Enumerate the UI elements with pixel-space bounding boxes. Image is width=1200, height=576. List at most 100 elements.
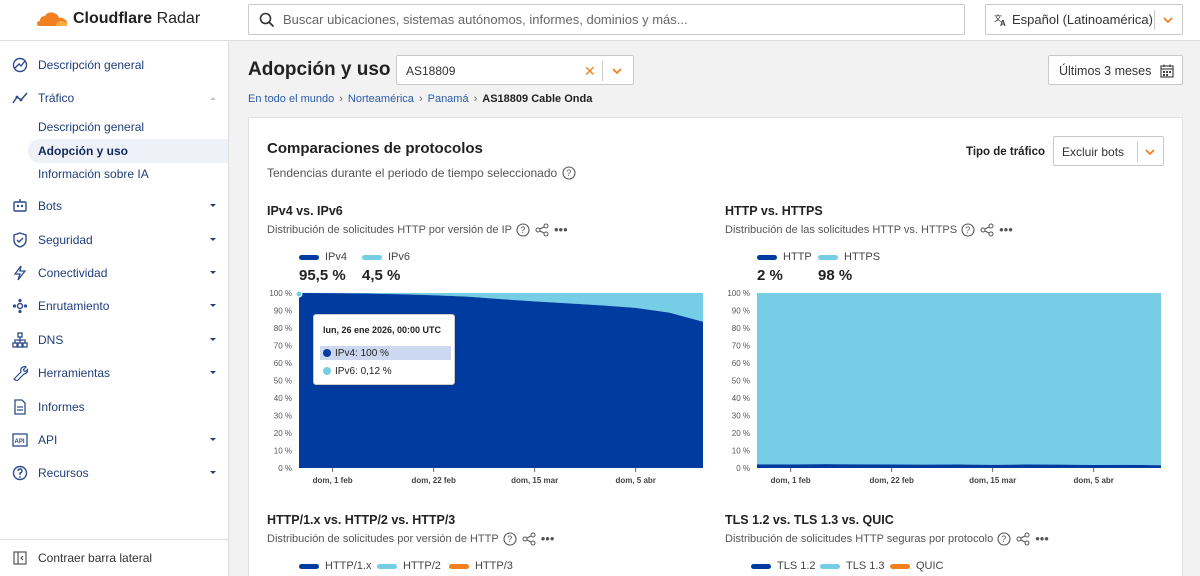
search-input[interactable]: Buscar ubicaciones, sistemas autónomos, … xyxy=(248,4,965,35)
collapse-icon xyxy=(13,551,27,565)
y-tick-label: 0 % xyxy=(736,464,750,473)
more-options-icon[interactable]: ••• xyxy=(540,531,555,546)
chevron-down-icon[interactable] xyxy=(611,65,623,77)
help-icon[interactable]: ? xyxy=(516,223,530,237)
help-icon[interactable]: ? xyxy=(961,223,975,237)
caret-up-icon xyxy=(210,97,216,100)
help-icon[interactable]: ? xyxy=(562,166,576,180)
legend-item-http2[interactable]: HTTP/2 xyxy=(377,560,441,572)
legend-label: HTTP/2 xyxy=(403,560,441,572)
sidebar-item-tools[interactable]: Herramientas xyxy=(0,360,228,386)
legend-label: TLS 1.2 xyxy=(777,560,816,572)
top-bar: Cloudflare Radar Buscar ubicaciones, sis… xyxy=(0,0,1200,41)
translate-icon: 文A xyxy=(994,13,1006,27)
legend-label: HTTPS xyxy=(844,251,881,263)
share-icon[interactable] xyxy=(980,223,994,237)
tooltip-dot xyxy=(323,367,331,375)
legend-item-ipv6[interactable]: IPv6 xyxy=(362,251,410,263)
legend-swatch xyxy=(818,254,838,260)
share-icon[interactable] xyxy=(535,223,549,237)
legend-swatch xyxy=(449,563,469,569)
chart-http-area[interactable]: 0 % 10 % 20 % 30 % 40 % 50 % 60 % 70 % 80 % 90 % 1… xyxy=(716,285,1166,495)
sidebar-item-label: Conectividad xyxy=(38,266,108,280)
cloudflare-logo[interactable]: Cloudflare Radar xyxy=(36,10,200,28)
page-title: Adopción y uso xyxy=(248,59,391,80)
y-tick-label: 90 % xyxy=(274,307,292,316)
clear-icon[interactable]: ✕ xyxy=(584,63,596,79)
more-options-icon[interactable]: ••• xyxy=(553,222,568,237)
tooltip-header: lun, 26 ene 2026, 00:00 UTC xyxy=(323,325,442,335)
sidebar-subitem-ai-insights[interactable]: Información sobre IA xyxy=(28,162,228,186)
share-icon[interactable] xyxy=(1016,532,1030,546)
sidebar-item-traffic[interactable]: Tráfico xyxy=(0,85,228,111)
breadcrumb-link-worldwide[interactable]: En todo el mundo xyxy=(248,93,335,105)
date-range-button[interactable]: Últimos 3 meses xyxy=(1048,55,1183,85)
collapse-sidebar-button[interactable]: Contraer barra lateral xyxy=(0,539,228,576)
sidebar-item-resources[interactable]: Recursos xyxy=(0,460,228,486)
y-tick-label: 40 % xyxy=(732,394,750,403)
legend-label: IPv6 xyxy=(388,251,411,263)
legend-swatch xyxy=(820,563,840,569)
sidebar-item-routing[interactable]: Enrutamiento xyxy=(0,293,228,319)
help-icon[interactable]: ? xyxy=(997,532,1011,546)
share-icon[interactable] xyxy=(522,532,536,546)
y-tick-label: 20 % xyxy=(732,429,750,438)
chart-subtitle-text: Distribución de solicitudes HTTP por ver… xyxy=(267,224,512,236)
card-title: Comparaciones de protocolos xyxy=(267,140,483,157)
legend-item-http[interactable]: HTTP xyxy=(757,251,812,263)
sidebar-subitem-traffic-overview[interactable]: Descripción general xyxy=(28,115,228,139)
legend-item-quic[interactable]: QUIC xyxy=(890,560,944,572)
y-tick-label: 40 % xyxy=(274,394,292,403)
sidebar-item-security[interactable]: Seguridad xyxy=(0,227,228,253)
help-icon[interactable]: ? xyxy=(503,532,517,546)
legend-item-https[interactable]: HTTPS xyxy=(818,251,880,263)
sidebar-subitem-adoption[interactable]: Adopción y uso xyxy=(28,139,228,163)
chart-subtitle-http-version: Distribución de solicitudes por versión … xyxy=(267,532,554,546)
divider xyxy=(1137,142,1138,162)
sidebar-item-connectivity[interactable]: Conectividad xyxy=(0,260,228,286)
routing-icon xyxy=(11,297,29,315)
x-tick-label: dom, 5 abr xyxy=(1073,476,1113,485)
sidebar-item-bots[interactable]: Bots xyxy=(0,193,228,219)
breadcrumb-link-panama[interactable]: Panamá xyxy=(427,93,469,105)
x-tick-label: dom, 1 feb xyxy=(771,476,811,485)
sidebar-subitem-label: Descripción general xyxy=(38,120,145,134)
asn-select[interactable]: AS18809 ✕ xyxy=(396,55,634,85)
y-tick-label: 30 % xyxy=(732,412,750,421)
chart-title-ip: IPv4 vs. IPv6 xyxy=(267,204,343,218)
logo-text-product: Radar xyxy=(156,10,201,27)
legend-item-http3[interactable]: HTTP/3 xyxy=(449,560,513,572)
legend-swatch xyxy=(299,254,319,260)
more-options-icon[interactable]: ••• xyxy=(999,222,1013,237)
sidebar-item-dns[interactable]: DNS xyxy=(0,327,228,353)
svg-text:A: A xyxy=(1000,19,1006,27)
legend-item-tls12[interactable]: TLS 1.2 xyxy=(751,560,816,572)
y-tick-label: 10 % xyxy=(274,447,292,456)
sidebar-item-overview[interactable]: Descripción general xyxy=(0,52,228,78)
breadcrumb-link-north-america[interactable]: Norteamérica xyxy=(347,93,414,105)
search-placeholder: Buscar ubicaciones, sistemas autónomos, … xyxy=(283,12,688,27)
ipv4-value: 95,5 % xyxy=(299,267,346,284)
y-tick-label: 100 % xyxy=(269,289,292,298)
more-options-icon[interactable]: ••• xyxy=(1035,531,1049,546)
chart-icon xyxy=(11,56,29,74)
sidebar-item-label: API xyxy=(38,433,58,447)
legend-swatch xyxy=(757,254,777,260)
y-tick-label: 60 % xyxy=(732,359,750,368)
legend-item-tls13[interactable]: TLS 1.3 xyxy=(820,560,885,572)
bolt-icon xyxy=(11,264,29,282)
legend-swatch xyxy=(299,563,319,569)
svg-text:API: API xyxy=(15,439,25,445)
sidebar-item-api[interactable]: API API xyxy=(0,427,228,453)
caret-down-icon xyxy=(210,371,216,374)
svg-text:?: ? xyxy=(1002,534,1007,544)
sidebar-item-reports[interactable]: Informes xyxy=(0,394,228,420)
caret-down-icon xyxy=(210,238,216,241)
legend-item-ipv4[interactable]: IPv4 xyxy=(299,251,347,263)
x-tick-label: dom, 1 feb xyxy=(313,476,353,485)
y-tick-label: 0 % xyxy=(278,464,292,473)
legend-item-http1[interactable]: HTTP/1.x xyxy=(299,560,371,572)
traffic-type-select[interactable]: Excluir bots xyxy=(1053,136,1164,166)
area-ip-ipv6 xyxy=(299,292,703,322)
